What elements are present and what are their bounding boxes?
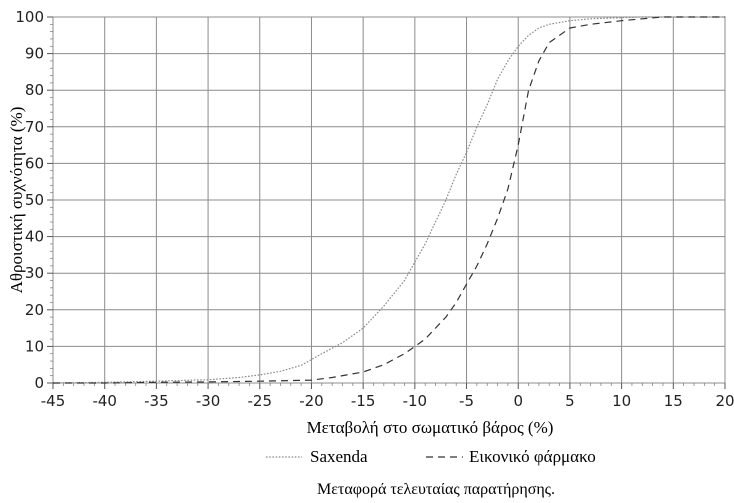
- x-tick-label: -40: [92, 392, 117, 410]
- axes: [47, 16, 726, 389]
- footnote: Μεταφορά τελευταίας παρατήρησης.: [317, 481, 555, 498]
- x-tick-label: -20: [299, 392, 324, 410]
- x-tick-label: 0: [513, 392, 523, 410]
- x-tick-label: 5: [565, 392, 575, 410]
- x-tick-label: 20: [715, 392, 734, 410]
- x-tick-label: -5: [459, 392, 474, 410]
- x-tick-label: -25: [248, 392, 273, 410]
- x-axis-label: Μεταβολή στο σωματικό βάρος (%): [307, 418, 554, 437]
- x-tick-label: 10: [612, 392, 631, 410]
- x-tick-label: -10: [403, 392, 428, 410]
- y-tick-label: 0: [34, 374, 44, 392]
- y-tick-label: 90: [25, 45, 44, 63]
- y-tick-label: 80: [25, 81, 44, 99]
- legend-label-saxenda: Saxenda: [310, 447, 368, 466]
- tick-labels: -45 -40 -35 -30 -25 -20 -15 -10 -5 0 5 10 15 20 0 10 20 3…: [15, 8, 734, 410]
- y-tick-label: 70: [25, 118, 44, 136]
- x-tick-label: -30: [196, 392, 221, 410]
- y-tick-label: 30: [25, 264, 44, 282]
- legend-label-placebo: Εικονικό φάρμακο: [469, 447, 596, 466]
- series-line-placebo: [53, 16, 725, 384]
- y-tick-label: 100: [15, 8, 44, 26]
- x-tick-label: -35: [144, 392, 169, 410]
- y-tick-label: 40: [25, 228, 44, 246]
- y-tick-label: 10: [25, 337, 44, 355]
- y-axis-label: Αθροιστική συχνότητα (%): [7, 107, 26, 294]
- legend: Saxenda Εικονικό φάρμακο: [266, 447, 596, 466]
- y-tick-label: 60: [25, 154, 44, 172]
- y-tick-label: 20: [25, 301, 44, 319]
- x-tick-label: 15: [664, 392, 683, 410]
- series-layer: [52, 16, 725, 384]
- x-tick-label: -15: [351, 392, 376, 410]
- grid: [52, 16, 726, 384]
- y-tick-label: 50: [25, 191, 44, 209]
- x-tick-label: -45: [41, 392, 66, 410]
